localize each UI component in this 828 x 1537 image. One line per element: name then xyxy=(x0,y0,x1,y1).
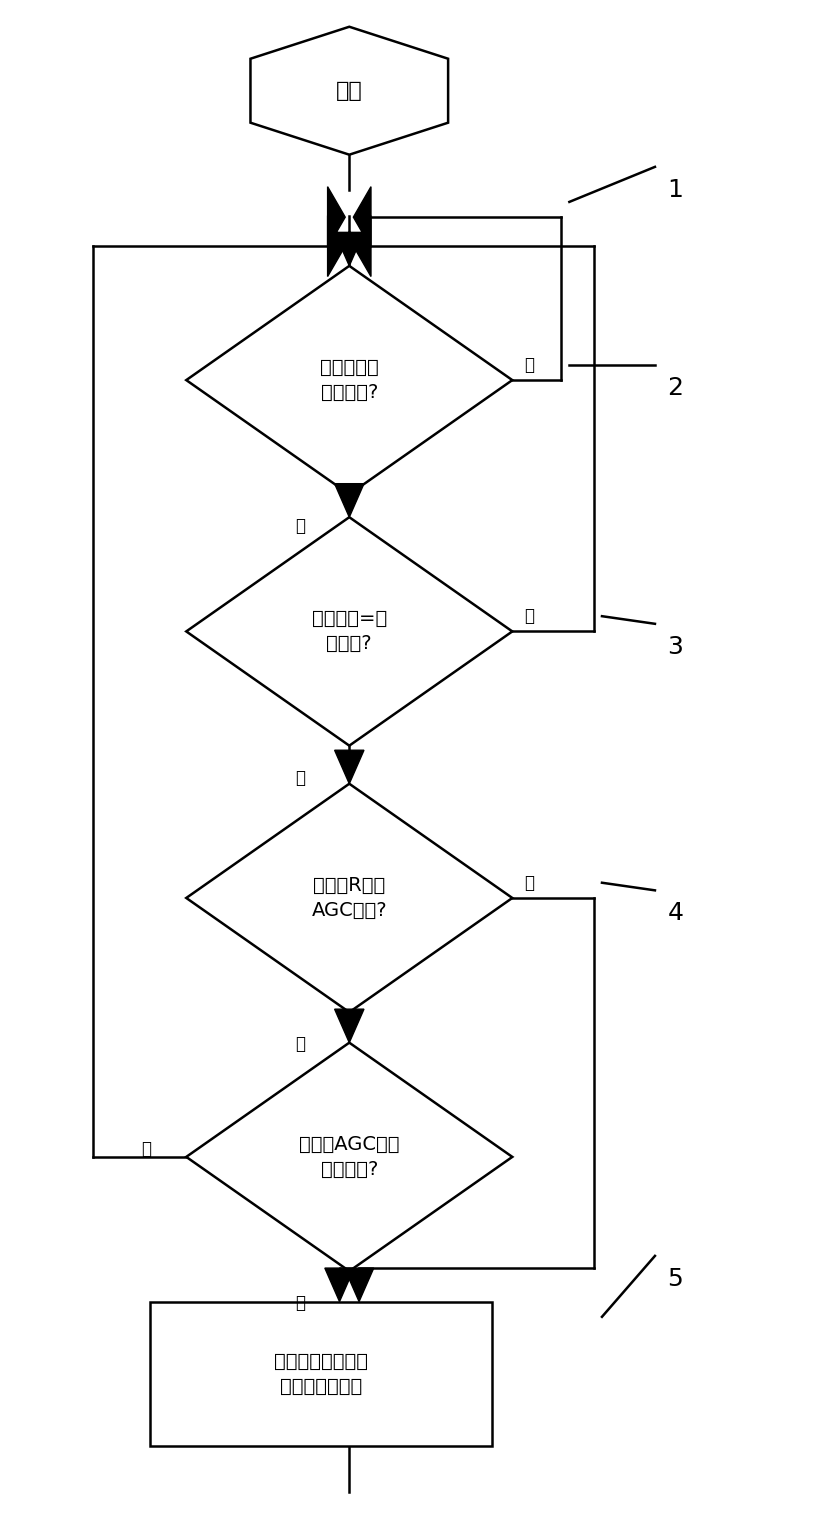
Polygon shape xyxy=(335,750,363,784)
Text: 变频对AGC性能
指标不利?: 变频对AGC性能 指标不利? xyxy=(299,1134,399,1179)
Text: 否: 否 xyxy=(295,1294,305,1313)
Text: 4: 4 xyxy=(667,901,682,925)
Polygon shape xyxy=(327,186,344,247)
Text: 机组为R模式
AGC方式?: 机组为R模式 AGC方式? xyxy=(311,876,387,921)
Polygon shape xyxy=(325,1268,354,1302)
Text: 1: 1 xyxy=(667,178,682,201)
Text: 5: 5 xyxy=(667,1266,682,1291)
Bar xyxy=(149,1302,491,1446)
Text: 3: 3 xyxy=(667,635,682,659)
Text: 变频调节，使真空
向最佳真空变化: 变频调节，使真空 向最佳真空变化 xyxy=(273,1353,368,1396)
Text: 是: 是 xyxy=(295,1034,305,1053)
Polygon shape xyxy=(353,215,370,277)
Polygon shape xyxy=(335,232,363,266)
Polygon shape xyxy=(186,516,512,745)
Text: 否: 否 xyxy=(524,873,534,891)
Text: 当前真空=最
佳真空?: 当前真空=最 佳真空? xyxy=(311,609,387,653)
Text: 是: 是 xyxy=(142,1140,152,1159)
Polygon shape xyxy=(250,26,448,155)
Polygon shape xyxy=(186,784,512,1013)
Text: 2: 2 xyxy=(667,375,682,400)
Polygon shape xyxy=(186,266,512,495)
Polygon shape xyxy=(344,1268,373,1302)
Polygon shape xyxy=(335,1010,363,1042)
Text: 否: 否 xyxy=(524,357,534,373)
Polygon shape xyxy=(335,484,363,516)
Polygon shape xyxy=(186,1042,512,1271)
Text: 是: 是 xyxy=(295,516,305,535)
Text: 开始: 开始 xyxy=(335,81,362,101)
Polygon shape xyxy=(353,186,370,247)
Text: 循泵电机是
变频方式?: 循泵电机是 变频方式? xyxy=(320,358,378,403)
Text: 是: 是 xyxy=(524,607,534,626)
Polygon shape xyxy=(327,215,344,277)
Text: 否: 否 xyxy=(295,768,305,787)
